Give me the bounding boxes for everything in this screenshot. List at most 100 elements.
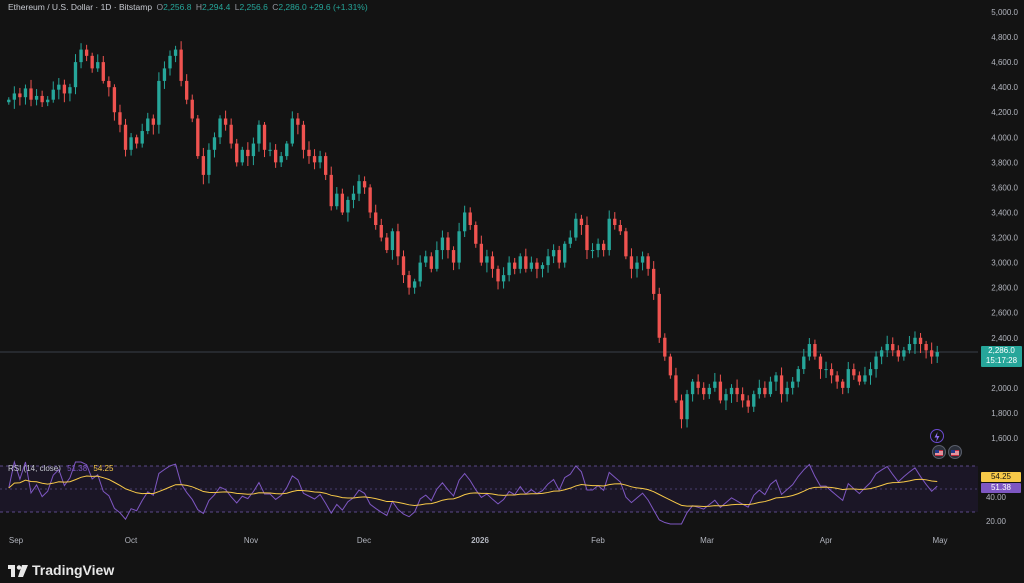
candle-body	[134, 137, 139, 144]
candle-body	[835, 375, 839, 382]
candle-body	[429, 256, 433, 269]
price-tick-label: 1,800.0	[991, 409, 1018, 418]
candle-body	[479, 243, 484, 263]
open-label: O	[156, 2, 164, 12]
candle-body	[513, 262, 517, 269]
candle-body	[218, 118, 222, 138]
candle-body	[46, 99, 50, 103]
candle-body	[362, 181, 367, 188]
candle-body	[557, 250, 561, 263]
candle-body	[446, 237, 450, 251]
candle-body	[824, 369, 828, 371]
candle-body	[40, 95, 44, 103]
candle-body	[162, 68, 167, 81]
price-tick-label: 3,200.0	[991, 234, 1018, 243]
candle-body	[146, 118, 150, 132]
candle-body	[424, 256, 428, 263]
candle-body	[240, 149, 244, 163]
candle-body	[785, 387, 789, 395]
symbol-header: Ethereum / U.S. Dollar · 1D · Bitstamp O…	[8, 2, 368, 12]
candle-body	[379, 225, 383, 238]
price-tick-label: 4,000.0	[991, 133, 1018, 142]
candle-body	[729, 387, 734, 395]
candle-body	[796, 369, 800, 382]
lightning-icon[interactable]	[930, 429, 944, 443]
candle-body	[440, 237, 445, 251]
candle-body	[857, 375, 862, 382]
candle-body	[151, 118, 155, 125]
candle-body	[746, 400, 750, 407]
candle-body	[696, 381, 700, 388]
price-tick-label: 5,000.0	[991, 8, 1018, 17]
candle-body	[490, 256, 495, 269]
candle-body	[107, 80, 111, 88]
price-tick-label: 2,400.0	[991, 334, 1018, 343]
open-value: 2,256.8	[163, 2, 192, 12]
us-flag-icon[interactable]	[932, 445, 946, 459]
candle-body	[635, 262, 639, 269]
candle-body	[802, 356, 806, 370]
candle-body	[312, 156, 317, 163]
candle-body	[357, 181, 361, 194]
candle-body	[268, 149, 272, 151]
candle-body	[390, 231, 395, 251]
us-flag-icon[interactable]	[948, 445, 962, 459]
candle-body	[768, 381, 773, 395]
last-price: 2,286.0	[988, 346, 1015, 355]
rsi-ma-value: 54.25	[93, 464, 114, 473]
candle-body	[563, 243, 567, 263]
candle-body	[679, 400, 684, 420]
last-price-tag: 2,286.0 15:17:28	[981, 346, 1022, 367]
candle-body	[201, 156, 206, 175]
candle-body	[657, 293, 661, 338]
low-value: 2,256.6	[239, 2, 268, 12]
candle-body	[79, 49, 83, 63]
price-tick-label: 3,000.0	[991, 259, 1018, 268]
candle-body	[84, 49, 89, 56]
candle-body	[629, 256, 634, 269]
candle-body	[774, 375, 778, 382]
candle-body	[273, 149, 278, 163]
candle-body	[668, 356, 673, 376]
rsi-legend[interactable]: RSI (14, close) 51.38 54.25	[8, 464, 113, 473]
candle-body	[129, 137, 133, 150]
candle-body	[196, 118, 200, 157]
candle-body	[235, 143, 239, 163]
rsi-ma-line	[8, 475, 938, 507]
candle-body	[652, 268, 656, 294]
candle-body	[724, 394, 728, 401]
candle-body	[385, 237, 389, 251]
candle-body	[529, 262, 534, 269]
price-tick-label: 3,400.0	[991, 208, 1018, 217]
candle-body	[118, 112, 122, 125]
candle-body	[713, 381, 717, 388]
candle-body	[140, 131, 144, 144]
candle-body	[90, 55, 94, 69]
candle-body	[29, 88, 33, 100]
candle-body	[412, 281, 417, 288]
candle-body	[112, 87, 117, 113]
brand-name: TradingView	[32, 562, 115, 578]
candle-body	[457, 231, 461, 263]
candle-body	[318, 156, 322, 163]
candle-body	[913, 337, 917, 345]
candle-body	[613, 218, 617, 225]
candle-body	[7, 99, 11, 103]
symbol-title[interactable]: Ethereum / U.S. Dollar · 1D · Bitstamp	[8, 2, 153, 12]
candle-body	[574, 218, 578, 238]
candle-body	[791, 381, 795, 388]
candle-body	[474, 225, 478, 244]
countdown: 15:17:28	[985, 356, 1018, 365]
candle-body	[690, 381, 695, 395]
candle-body	[168, 55, 172, 69]
candle-body	[579, 218, 584, 225]
candle-body	[740, 394, 745, 401]
candle-body	[663, 337, 667, 357]
candle-body	[12, 93, 17, 100]
tradingview-logo[interactable]: TradingView	[8, 562, 114, 578]
time-tick-label: Feb	[591, 536, 605, 545]
candle-body	[290, 118, 294, 144]
time-tick-label: Sep	[9, 536, 24, 545]
